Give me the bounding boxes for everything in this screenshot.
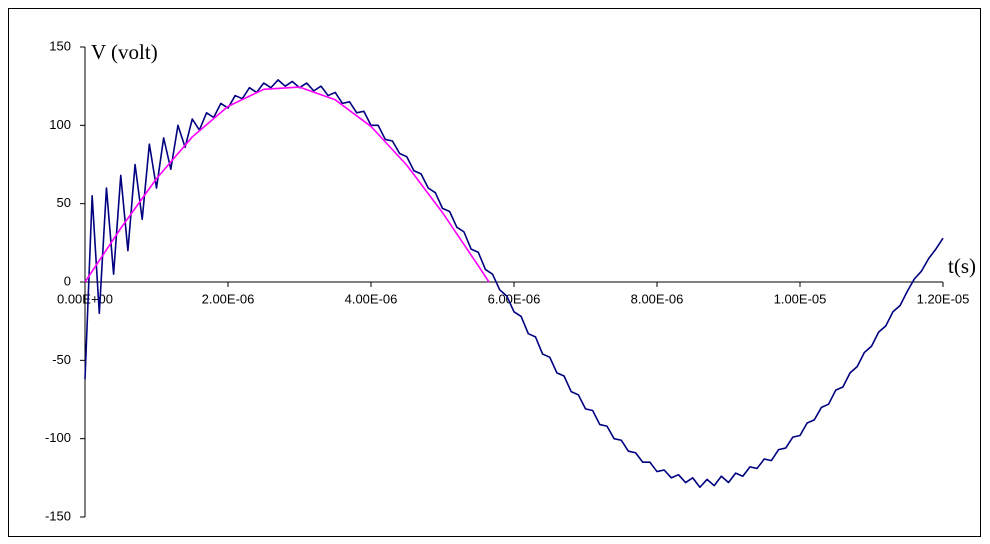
y-tick-label: 150 [49,38,71,53]
x-tick-label: 1.20E-05 [917,291,970,306]
x-tick-label: 0.00E+00 [57,291,113,306]
x-tick-label: 6.00E-06 [488,291,541,306]
y-tick-label: 100 [49,117,71,132]
series-line [84,79,944,489]
x-axis-title: t(s) [948,254,976,278]
x-tick-label: 2.00E-06 [202,291,255,306]
series-line [84,86,490,283]
y-tick-label: 0 [64,273,71,288]
y-tick-label: -150 [45,508,71,523]
y-axis-title: V (volt) [91,40,158,64]
y-tick-label: 50 [57,195,71,210]
y-tick-label: -100 [45,430,71,445]
x-tick-label: 8.00E-06 [631,291,684,306]
x-tick-label: 4.00E-06 [345,291,398,306]
chart-frame [8,8,981,537]
x-tick-label: 1.00E-05 [774,291,827,306]
y-tick-label: -50 [52,352,71,367]
